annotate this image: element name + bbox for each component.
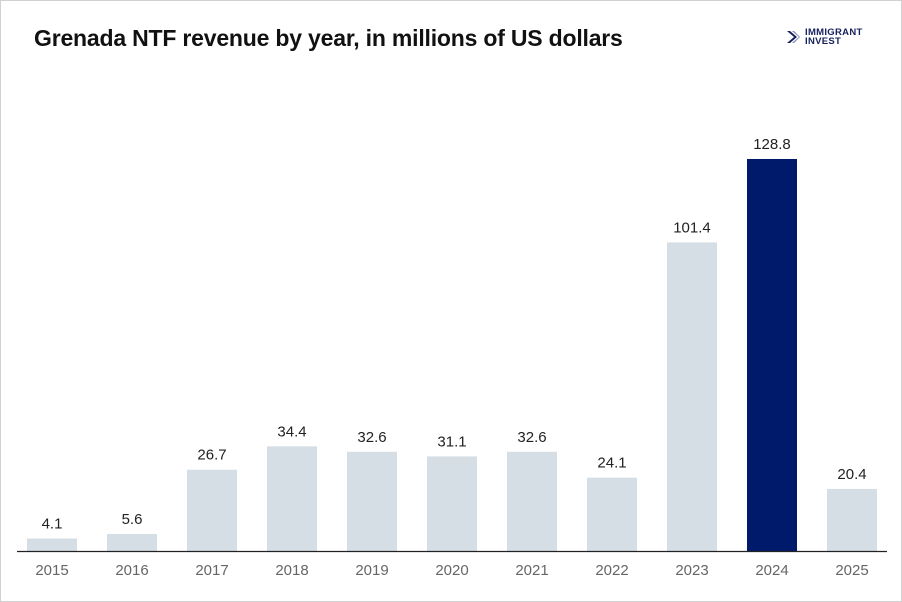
x-tick-label-2021: 2021 [515, 562, 548, 579]
bar-2016 [107, 533, 157, 551]
value-label-2022: 24.1 [597, 455, 626, 472]
value-label-2017: 26.7 [197, 447, 226, 464]
x-tick-label-2022: 2022 [595, 562, 628, 579]
value-label-2020: 31.1 [437, 433, 466, 450]
logo-arrow-icon [787, 31, 800, 43]
value-label-2015: 4.1 [42, 516, 63, 533]
logo-line-1: IMMIGRANT [805, 27, 863, 38]
x-tick-label-2024: 2024 [755, 562, 788, 579]
value-label-2025: 20.4 [837, 466, 866, 483]
x-tick-label-2017: 2017 [195, 562, 228, 579]
x-tick-label-2015: 2015 [35, 562, 68, 579]
brand-logo: IMMIGRANT INVEST [786, 28, 863, 46]
bar-2023 [667, 242, 717, 552]
bar-2022 [587, 477, 637, 551]
value-label-2024: 128.8 [753, 136, 791, 153]
bar-2015 [27, 538, 77, 551]
bar-2020 [427, 456, 477, 551]
bar-2017 [187, 469, 237, 551]
x-tick-label-2020: 2020 [435, 562, 468, 579]
value-label-2021: 32.6 [517, 429, 546, 446]
bar-2018 [267, 446, 317, 551]
value-label-2019: 32.6 [357, 429, 386, 446]
logo-text: IMMIGRANT INVEST [805, 27, 863, 47]
chart-title: Grenada NTF revenue by year, in millions… [34, 25, 623, 51]
value-label-2016: 5.6 [122, 511, 143, 528]
bar-2019 [347, 451, 397, 551]
x-tick-label-2025: 2025 [835, 562, 868, 579]
x-tick-label-2023: 2023 [675, 562, 708, 579]
bar-2025 [827, 488, 877, 551]
x-tick-label-2018: 2018 [275, 562, 308, 579]
x-tick-label-2016: 2016 [115, 562, 148, 579]
bar-2024 [747, 159, 797, 551]
value-label-2018: 34.4 [277, 423, 306, 440]
bar-2021 [507, 451, 557, 551]
value-label-2023: 101.4 [673, 219, 711, 236]
x-tick-label-2019: 2019 [355, 562, 388, 579]
logo-line-2: INVEST [805, 36, 842, 47]
